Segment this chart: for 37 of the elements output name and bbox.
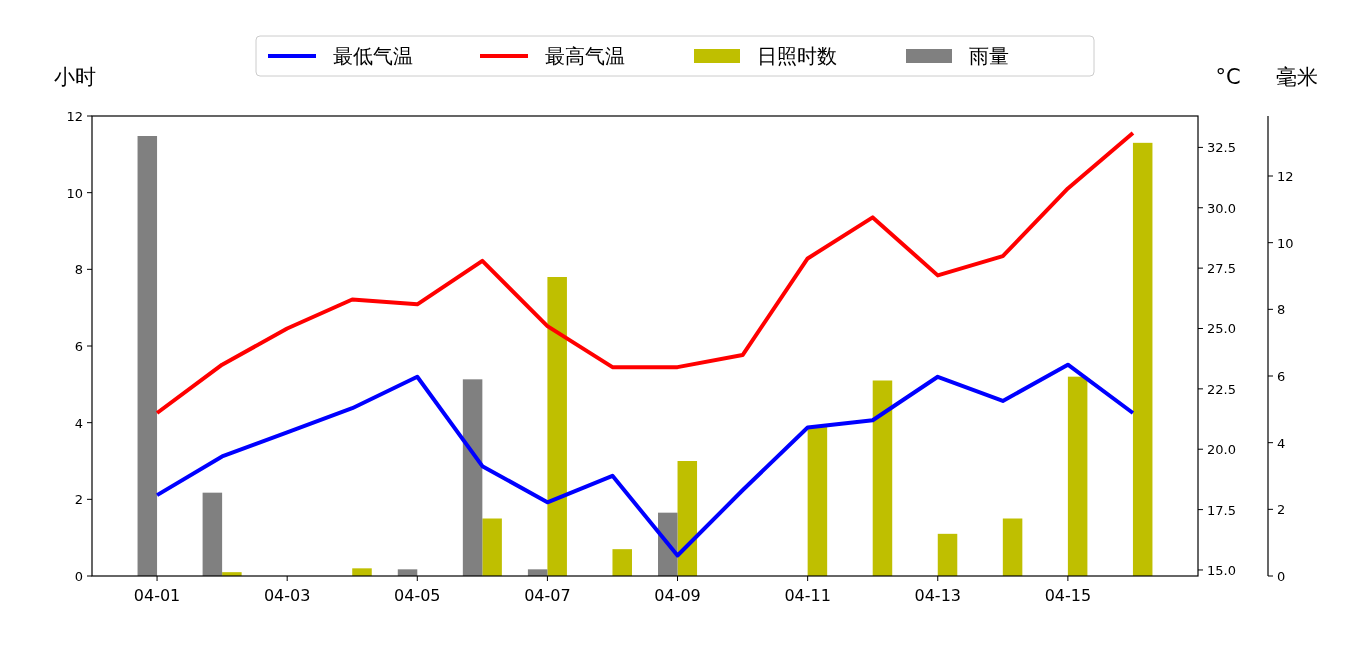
y3-tick-label: 10 — [1277, 235, 1294, 251]
y-axis-title: 小时 — [54, 65, 96, 89]
y2-tick-label: 32.5 — [1207, 140, 1236, 156]
y3-tick-label: 4 — [1277, 435, 1286, 451]
y-tick-label: 12 — [66, 109, 83, 124]
y2-axis-title: °C — [1215, 65, 1241, 89]
y-tick-label: 4 — [74, 415, 83, 431]
y-tick-label: 6 — [74, 339, 83, 354]
y-tick-label: 2 — [74, 492, 83, 508]
x-tick-label: 04-03 — [263, 586, 311, 605]
y2-tick-label: 15.0 — [1207, 562, 1236, 578]
y3-tick-label: 6 — [1277, 369, 1286, 384]
legend-label: 雨量 — [969, 44, 1009, 68]
y3-tick-label: 8 — [1277, 302, 1286, 318]
y2-tick-label: 27.5 — [1207, 261, 1236, 277]
x-tick-label: 04-11 — [784, 586, 831, 605]
legend-label: 最高气温 — [545, 44, 625, 68]
y3-axis-title: 毫米 — [1276, 65, 1318, 89]
y3-tick-label: 12 — [1277, 169, 1294, 184]
x-tick-label: 04-15 — [1044, 586, 1092, 605]
x-tick-label: 04-01 — [133, 586, 181, 605]
legend-label: 日照时数 — [757, 44, 837, 68]
x-tick-label: 04-05 — [394, 586, 441, 605]
legend-label: 最低气温 — [333, 44, 413, 68]
y3-tick-label: 0 — [1277, 569, 1286, 584]
y2-tick-label: 22.5 — [1207, 381, 1236, 397]
y-tick-label: 10 — [66, 185, 83, 201]
x-tick-label: 04-13 — [914, 586, 962, 605]
y-tick-label: 0 — [74, 569, 83, 584]
y-tick-label: 8 — [74, 262, 83, 278]
y2-tick-label: 17.5 — [1207, 502, 1236, 518]
x-tick-label: 04-09 — [654, 586, 701, 605]
y2-tick-label: 20.0 — [1207, 442, 1236, 458]
y2-tick-label: 30.0 — [1207, 200, 1236, 216]
y3-tick-label: 2 — [1277, 502, 1286, 518]
x-tick-label: 04-07 — [524, 586, 571, 605]
y2-tick-label: 25.0 — [1207, 321, 1236, 337]
